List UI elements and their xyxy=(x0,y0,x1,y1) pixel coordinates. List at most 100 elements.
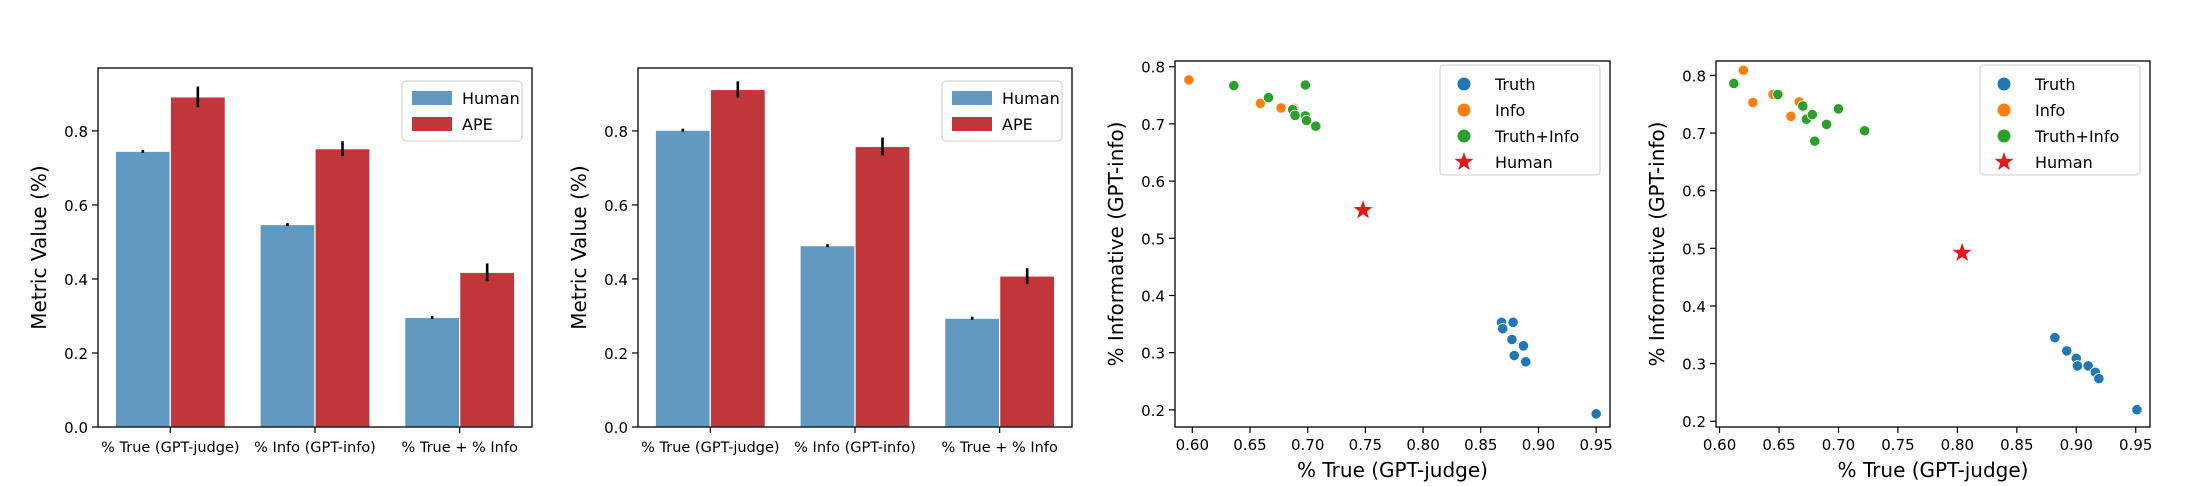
x-tick-label: 0.70 xyxy=(1822,436,1855,454)
x-tick-label: % Info (GPT-info) xyxy=(794,440,916,456)
scatter-point xyxy=(1497,323,1509,335)
bar-human xyxy=(259,223,316,428)
legend-swatch-ape xyxy=(952,117,992,131)
scatter-point xyxy=(1506,333,1518,346)
x-tick-label: % Info (GPT-info) xyxy=(254,440,376,456)
y-tick-label: 0.2 xyxy=(1682,413,1706,431)
x-tick-label: % True (GPT-judge) xyxy=(641,440,779,456)
bar-human xyxy=(944,317,1001,428)
x-tick-label: 0.65 xyxy=(1762,436,1795,454)
legend-label: Truth xyxy=(1494,75,1536,94)
legend: Truth Info Truth+Info Human xyxy=(1979,64,2141,176)
legend-marker xyxy=(1457,77,1471,91)
scatter-point xyxy=(1299,79,1311,91)
chart-panel-2: 0.0 0.2 0.4 0.6 0.8 % True (GPT-judge) % Info … xyxy=(567,67,1073,456)
bar-human xyxy=(114,150,171,428)
series-info xyxy=(1183,74,1300,115)
legend-label: APE xyxy=(462,115,493,134)
scatter-point xyxy=(1262,92,1275,104)
axes-frame xyxy=(1715,60,2151,428)
x-tick-label: 0.60 xyxy=(1176,436,1209,454)
scatter-point xyxy=(1520,356,1532,368)
scatter-point xyxy=(1300,114,1313,127)
legend-marker-star xyxy=(1994,152,2014,171)
legend-label: Human xyxy=(462,89,520,108)
y-tick-label: 0.4 xyxy=(1141,287,1165,305)
y-tick-label: 0.4 xyxy=(64,271,88,289)
bar-human xyxy=(799,245,856,428)
legend-marker xyxy=(1997,103,2011,117)
y-tick-label: 0.2 xyxy=(64,345,88,363)
scatter-point xyxy=(2049,332,2061,344)
legend: Truth Info Truth+Info Human xyxy=(1439,64,1601,176)
legend-swatch-human xyxy=(412,91,452,105)
scatter-point xyxy=(1289,109,1301,121)
y-tick-label: 0.6 xyxy=(1141,173,1165,191)
scatter-point xyxy=(1275,102,1287,114)
chart-panel-4: 0.2 0.3 0.4 0.5 0.6 0.7 0.8 0.60 0.65 0.70 0.75 0.8… xyxy=(1645,60,2152,482)
x-axis-label: % True (GPT-judge) xyxy=(1838,458,2029,482)
legend-label: APE xyxy=(1002,115,1033,134)
legend-label: Human xyxy=(1002,89,1060,108)
x-tick-label: 0.90 xyxy=(2060,436,2093,454)
legend-box xyxy=(1979,64,2141,176)
legend: Human APE xyxy=(401,80,523,142)
y-tick-label: 0.6 xyxy=(604,197,628,215)
x-tick-label: % True (GPT-judge) xyxy=(101,440,239,456)
y-tick-label: 0.2 xyxy=(604,345,628,363)
y-axis-label: % Informative (GPT-info) xyxy=(1645,122,1669,367)
scatter-point xyxy=(1517,340,1530,352)
y-tick-label: 0.2 xyxy=(1141,402,1165,420)
bar-ape xyxy=(169,96,226,428)
chart-panel-1: 0.0 0.2 0.4 0.6 0.8 % True (GPT-judge) % Info … xyxy=(27,67,533,456)
scatter-point xyxy=(1832,103,1845,115)
x-tick-label: 0.75 xyxy=(1349,436,1382,454)
y-tick-label: 0.5 xyxy=(1141,230,1165,248)
legend-marker-star xyxy=(1454,152,1474,171)
legend-swatch-ape xyxy=(412,117,452,131)
y-tick-label: 0.6 xyxy=(64,197,88,215)
x-tick-label: 0.80 xyxy=(1406,436,1439,454)
y-tick-label: 0.4 xyxy=(1682,298,1706,316)
legend-label: Truth+Info xyxy=(1494,127,1579,146)
legend-label: Info xyxy=(2035,101,2065,120)
legend-label: Human xyxy=(1495,153,1553,172)
y-tick-label: 0.6 xyxy=(1682,183,1706,201)
series-human xyxy=(1952,242,1972,262)
human-star-point xyxy=(1952,242,1972,262)
scatter-point xyxy=(2131,404,2143,416)
x-tick-label: 0.75 xyxy=(1881,436,1914,454)
legend: Human APE xyxy=(941,80,1063,142)
legend-swatch-human xyxy=(952,91,992,105)
y-tick-label: 0.7 xyxy=(1682,125,1706,143)
legend-marker xyxy=(1457,129,1471,143)
y-tick-label: 0.5 xyxy=(1682,240,1706,258)
scatter-point xyxy=(1806,109,1818,121)
legend-marker xyxy=(1997,129,2011,143)
y-tick-label: 0.3 xyxy=(1682,356,1706,374)
legend-marker xyxy=(1457,103,1471,117)
human-star-point xyxy=(1353,200,1373,219)
y-tick-label: 0.0 xyxy=(64,419,88,437)
legend-label: Human xyxy=(2035,153,2093,172)
x-tick-label: % True + % Info xyxy=(941,440,1058,456)
x-tick-label: 0.80 xyxy=(1941,436,1974,454)
legend-label: Truth+Info xyxy=(2034,127,2119,146)
legend-box xyxy=(1439,64,1601,176)
axes-frame xyxy=(97,67,533,428)
scatter-point xyxy=(1797,100,1809,112)
scatter-point xyxy=(1508,349,1520,362)
scatter-point xyxy=(1820,118,1833,131)
scatter-point xyxy=(2093,372,2105,385)
scatter-point xyxy=(1772,88,1784,101)
x-tick-label: 0.70 xyxy=(1291,436,1324,454)
y-tick-label: 0.4 xyxy=(604,271,628,289)
bar-ape xyxy=(314,148,371,428)
legend-marker xyxy=(1997,77,2011,91)
y-tick-label: 0.0 xyxy=(604,419,628,437)
x-tick-label: 0.60 xyxy=(1703,436,1736,454)
scatter-point xyxy=(1228,79,1240,92)
axes-frame xyxy=(637,67,1073,428)
scatter-point xyxy=(1737,64,1749,76)
x-tick-label: 0.85 xyxy=(1464,436,1497,454)
